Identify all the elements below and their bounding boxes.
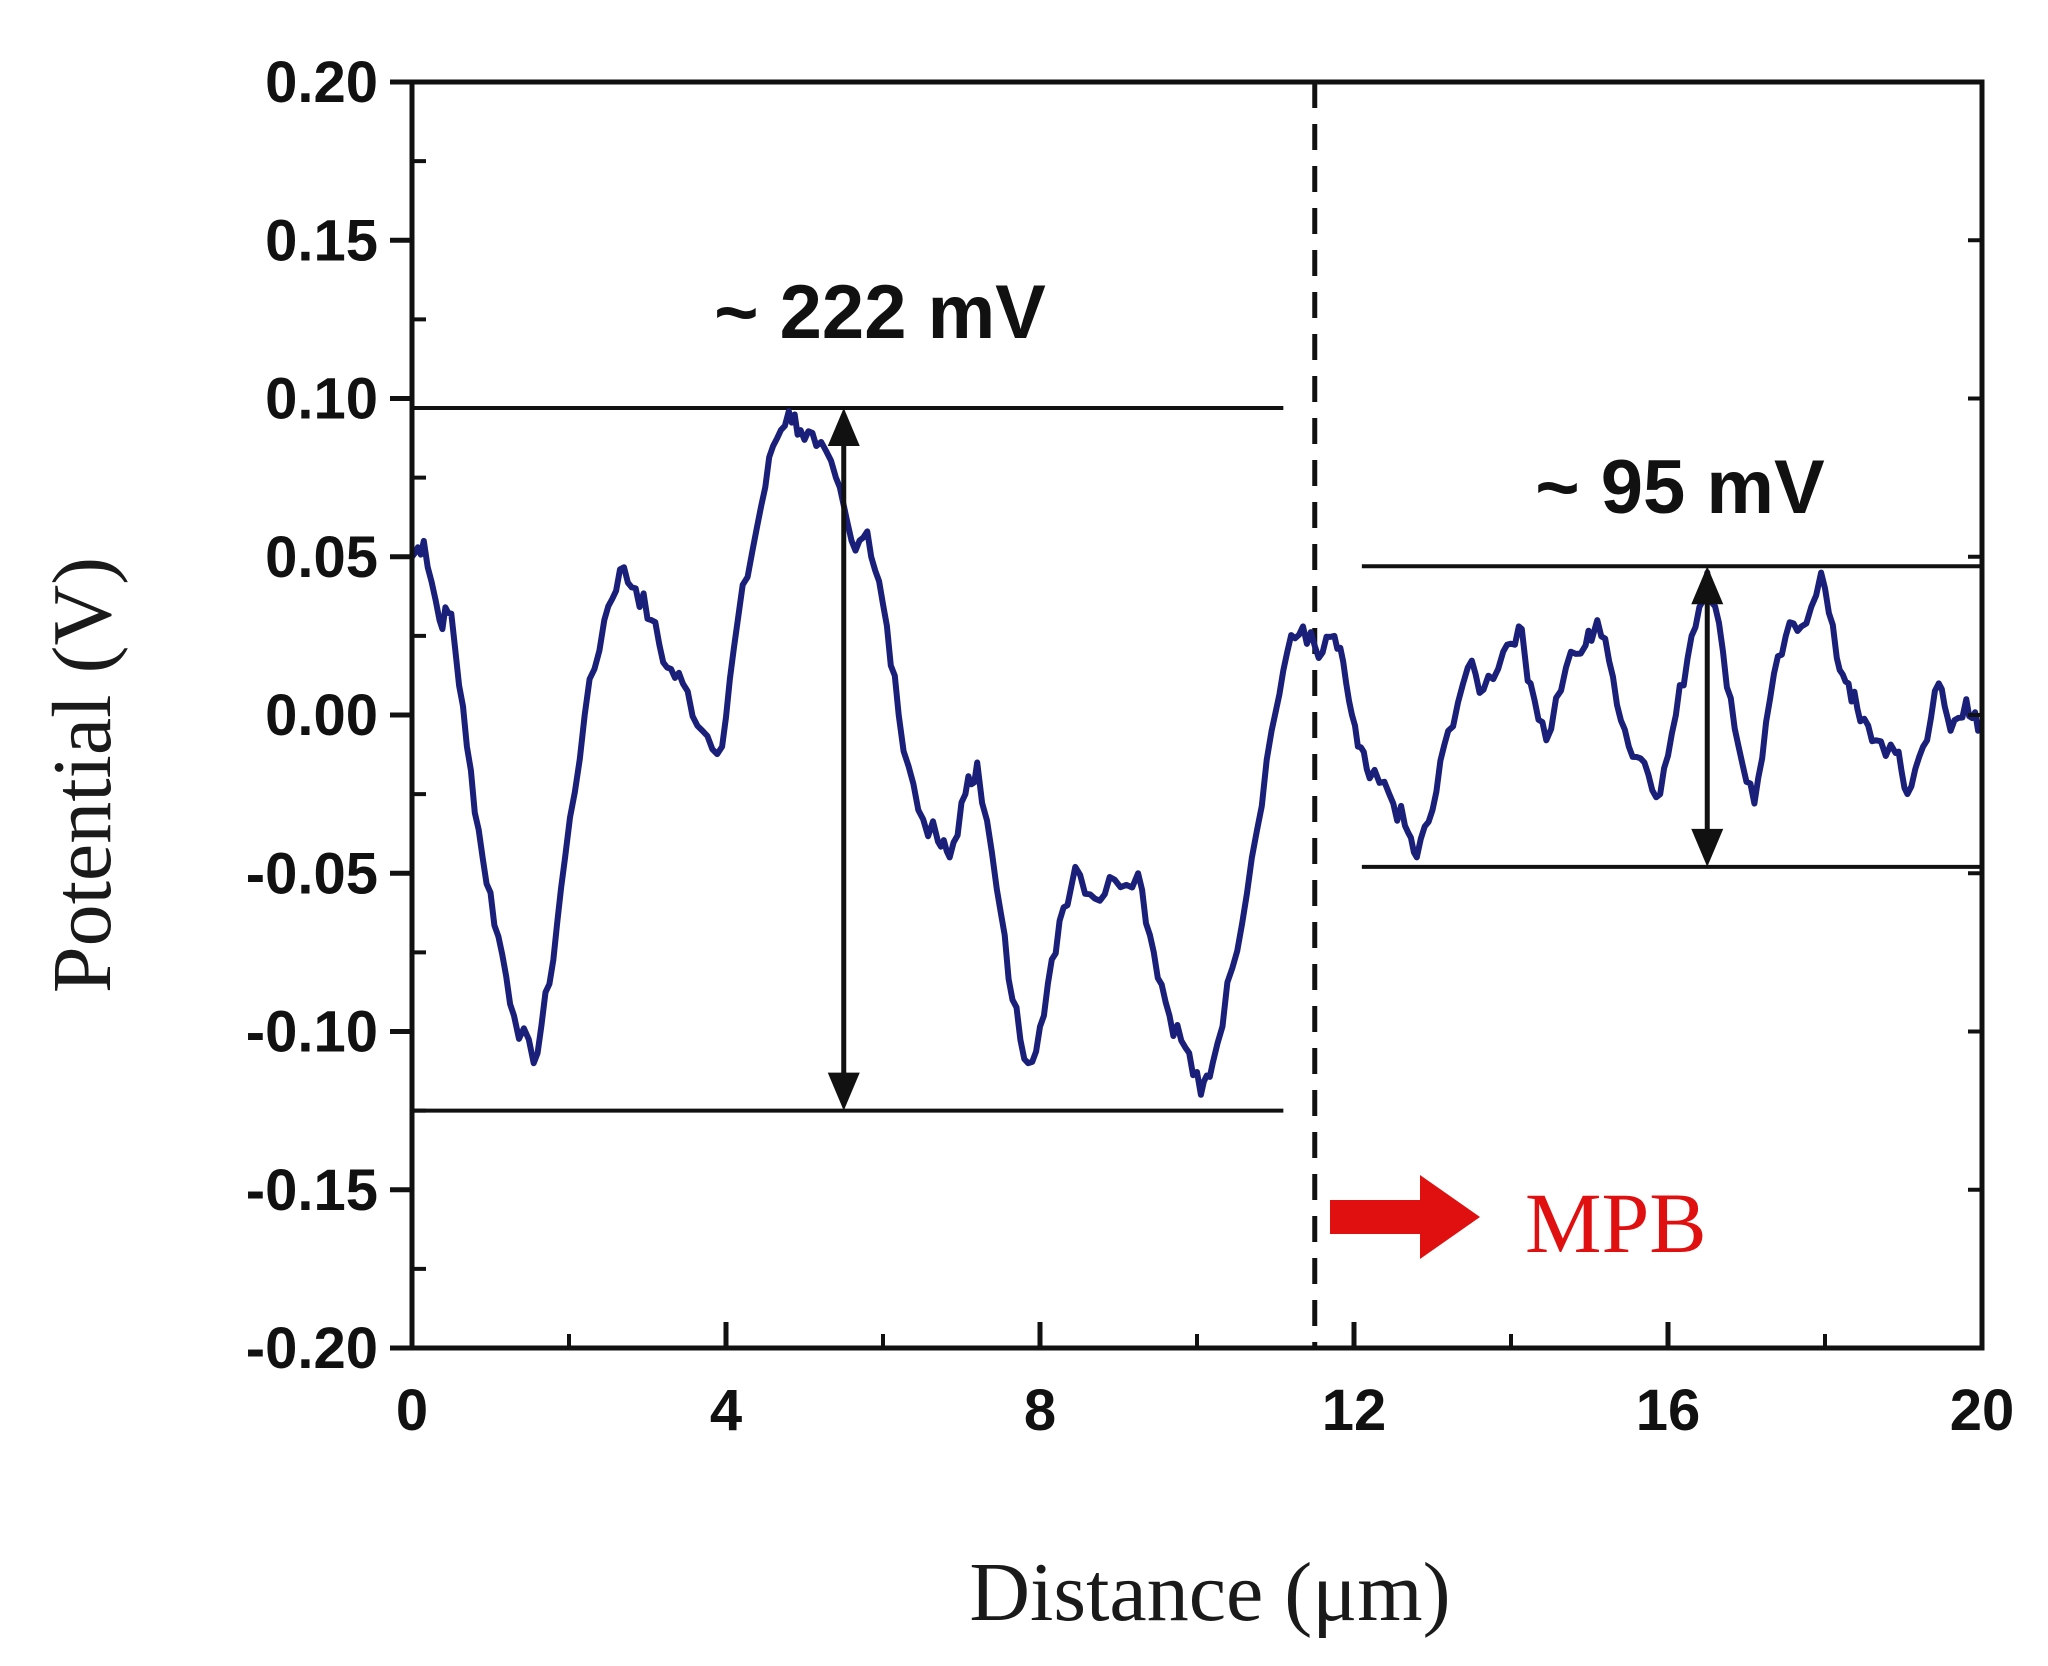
y-tick-label: -0.05 [246, 841, 378, 906]
plot-frame [409, 79, 1985, 1351]
y-tick-label: 0.10 [265, 367, 378, 432]
y-tick-label: 0.00 [265, 683, 378, 748]
x-tick-labels: 0 4 8 12 16 20 [396, 1378, 2014, 1443]
x-tick-label: 8 [1024, 1378, 1056, 1443]
x-tick-label: 16 [1636, 1378, 1701, 1443]
left-amplitude-head-up [827, 407, 860, 446]
y-tick-label: -0.20 [246, 1316, 378, 1381]
left-amplitude-head-down [827, 1072, 860, 1111]
right-amplitude-head-up [1691, 566, 1724, 605]
series-layer [409, 408, 1982, 1098]
reference-lines [412, 405, 1982, 1113]
y-tick-label: 0.20 [265, 50, 378, 115]
y-tick-label: 0.15 [265, 208, 378, 273]
axis-ticks [390, 79, 1985, 1351]
y-tick-label: 0.05 [265, 525, 378, 590]
mpb-label: MPB [1525, 1175, 1707, 1271]
x-tick-label: 20 [1950, 1378, 2015, 1443]
right-amplitude-head-down [1691, 828, 1724, 867]
x-tick-label: 0 [396, 1378, 428, 1443]
mpb-arrow [1330, 1175, 1480, 1259]
y-axis-title: Potential (V) [36, 557, 129, 993]
series-line [409, 408, 1982, 1098]
y-tick-label: -0.10 [246, 1000, 378, 1065]
amplitude-arrows [827, 407, 1724, 1111]
left-amplitude-label: ~ 222 mV [714, 270, 1046, 355]
right-amplitude-label: ~ 95 mV [1535, 445, 1825, 530]
x-tick-label: 4 [710, 1378, 742, 1443]
y-tick-labels: 0.20 0.15 0.10 0.05 0.00 -0.05 -0.10 -0.15 -0.20 [246, 50, 378, 1381]
x-tick-label: 12 [1322, 1378, 1387, 1443]
x-axis-title: Distance (μm) [969, 1546, 1450, 1639]
y-tick-label: -0.15 [246, 1158, 378, 1223]
